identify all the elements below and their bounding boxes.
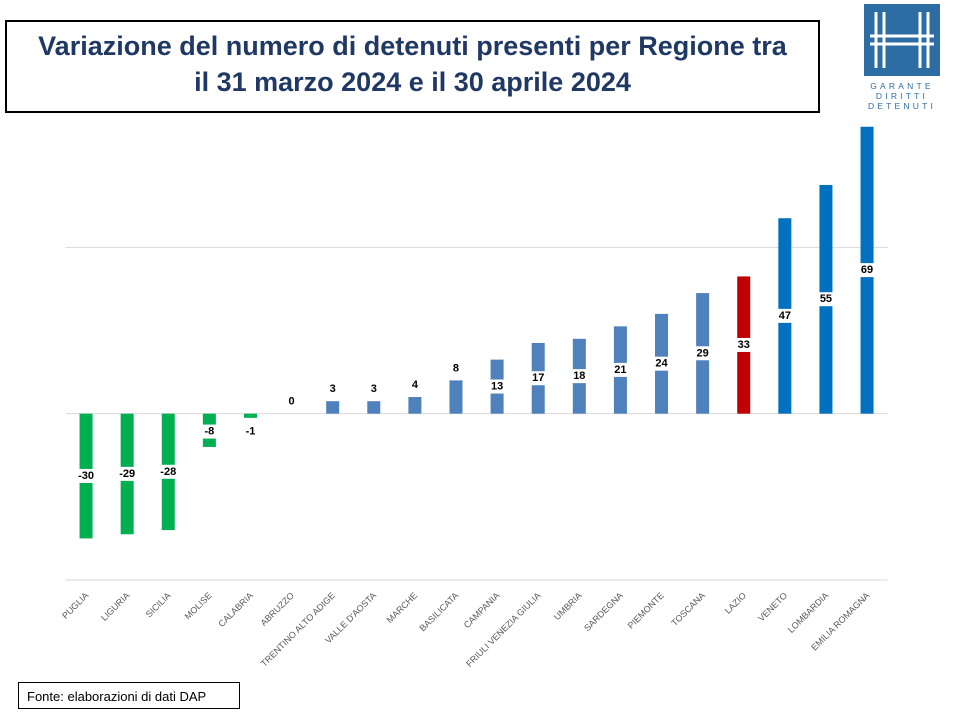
x-tick-label: SICILIA [144,590,173,619]
x-tick-label: MARCHE [385,590,420,625]
data-label-bg [202,424,217,439]
data-label-bg [735,337,752,352]
bar [449,380,463,414]
data-label: -29 [119,468,135,480]
data-label: 4 [412,379,419,391]
title-box: Variazione del numero di detenuti presen… [5,20,820,113]
data-label-bg [817,292,835,307]
data-label: 29 [697,347,709,359]
x-tick-label: CALABRIA [216,590,255,629]
x-tick-label: LAZIO [723,590,748,615]
bar [367,401,381,414]
x-tick-label: TOSCANA [669,590,707,628]
logo: GARANTE DIRITTI DETENUTI [862,4,942,111]
bar [326,401,340,414]
data-label-bg [694,346,711,361]
x-tick-label: LOMBARDIA [786,590,831,635]
x-tick-label: FRIULI VENEZIA GIULIA [464,590,543,669]
logo-text: GARANTE [870,81,934,91]
data-label-bg [76,468,97,483]
x-tick-label: CAMPANIA [462,590,502,630]
data-label-bg [286,394,297,409]
data-label-bg [571,369,588,384]
data-label-bg [450,361,462,376]
x-tick-label: ABRUZZO [259,590,296,627]
source-note: Fonte: elaborazioni di dati DAP [18,682,240,709]
data-label-bg [243,424,258,439]
logo-mark [864,4,940,76]
data-label: 17 [532,372,544,384]
data-label: 8 [453,362,459,374]
x-tick-label: BASILICATA [417,590,460,633]
x-tick-label: SARDEGNA [582,590,625,633]
data-label: -30 [78,470,94,482]
bar [243,413,257,418]
data-label: 21 [614,364,626,376]
data-label: 69 [861,264,873,276]
data-label-bg [117,466,138,481]
x-tick-label: TRENTINO ALTO ADIGE [259,590,337,668]
data-label: 3 [371,383,377,395]
data-label: 3 [330,383,336,395]
data-label-bg [327,382,338,397]
chart-title-line: il 31 marzo 2024 e il 30 aprile 2024 [194,67,631,97]
data-label-bg [612,362,629,377]
bar [408,397,422,414]
x-tick-label: PIEMONTE [626,590,666,630]
data-label: -28 [160,466,176,478]
logo-text: DIRITTI [875,91,929,101]
chart-title-line: Variazione del numero di detenuti presen… [38,31,787,61]
data-label-bg [158,464,179,479]
x-tick-label: MOLISE [183,590,214,621]
data-label: 13 [491,381,503,393]
data-label-bg [530,371,547,386]
data-label: 47 [779,310,791,322]
data-label-bg [488,379,506,394]
x-tick-label: VENETO [756,590,789,623]
x-tick-label: LIGURIA [99,590,132,623]
data-label: 33 [738,339,750,351]
data-label: 55 [820,293,832,305]
data-label: -8 [204,426,214,438]
data-label: 24 [655,358,668,370]
data-label-bg [368,382,379,397]
x-tick-label: UMBRIA [552,590,584,622]
x-tick-label: PUGLIA [60,590,90,620]
data-label-bg [776,308,793,323]
data-label-bg [858,263,876,278]
data-label: 0 [289,396,295,408]
data-label-bg [409,377,421,392]
data-label: -1 [246,426,256,438]
logo-text: DETENUTI [867,101,937,111]
data-label: 18 [573,370,585,382]
data-label-bg [653,356,671,371]
